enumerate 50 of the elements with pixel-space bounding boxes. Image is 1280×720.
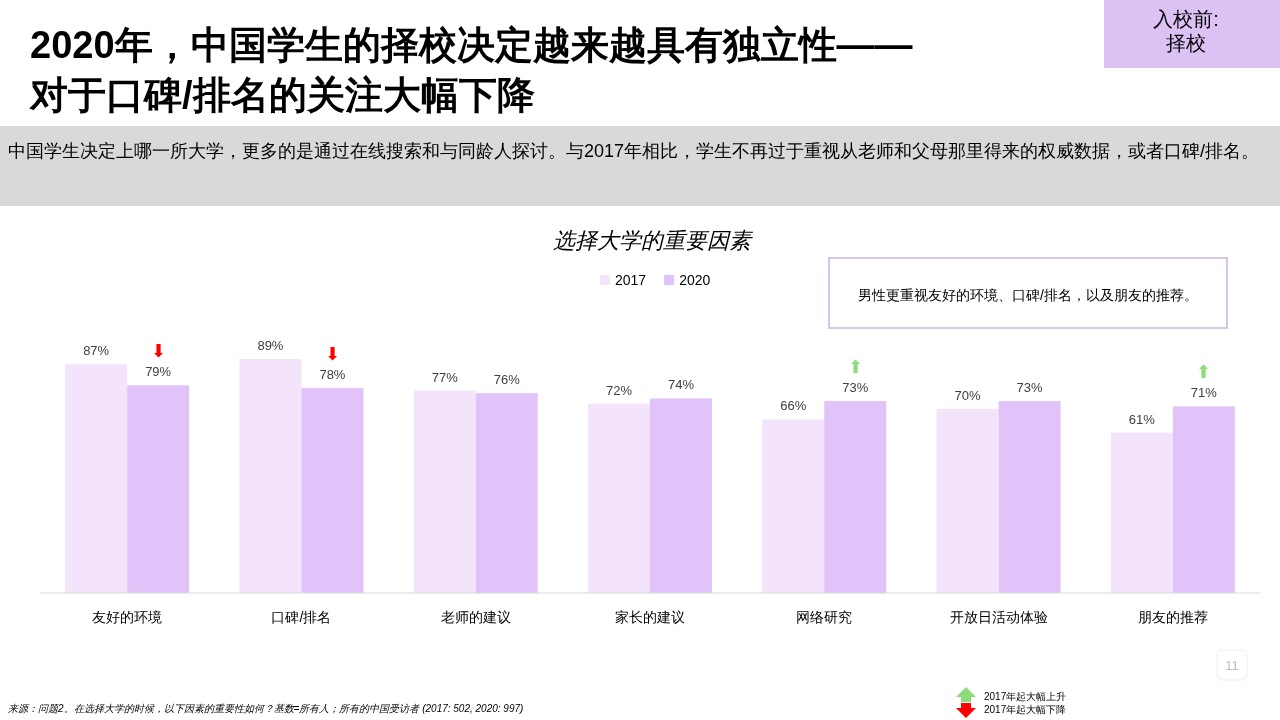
annotation: ⬇ <box>324 343 340 364</box>
annotation: ⬇ <box>150 341 166 362</box>
text: 2017年起大幅下降 <box>984 704 1067 715</box>
text: 选择大学的重要因素 <box>553 228 753 253</box>
data-label: 66% <box>780 398 807 414</box>
x-tick-label: 开放日活动体验 <box>949 609 1048 625</box>
annotation: ⬆ <box>1196 362 1212 383</box>
text: 2017年起大幅上升 <box>984 691 1067 702</box>
source-note: 来源：问题2。在选择大学的时候，以下因素的重要性如何？基数=所有人；所有的中国受访者 (2017: 502, 2020: 997) <box>8 703 524 714</box>
data-label: 73% <box>1016 380 1044 396</box>
data-label: 78% <box>319 366 346 382</box>
data-label: 70% <box>954 387 982 403</box>
bar <box>936 408 999 593</box>
bar <box>588 403 650 593</box>
x-tick-label: 家长的建议 <box>615 609 685 625</box>
bar <box>1110 432 1173 593</box>
data-label: 76% <box>493 372 521 388</box>
data-label: 71% <box>1190 385 1218 401</box>
data-label: 72% <box>605 382 633 398</box>
legend-label: 2017 <box>615 272 647 288</box>
bar <box>127 385 190 593</box>
bar <box>239 359 302 593</box>
x-tick-label: 朋友的推荐 <box>1137 609 1208 625</box>
bar <box>1172 406 1235 593</box>
bar <box>413 390 476 593</box>
data-label: 74% <box>667 377 695 393</box>
text: 入校前: 择校 <box>1153 8 1219 54</box>
chart-subtitle: 中国学生决定上哪一所大学，更多的是通过在线搜索和与同龄人探讨。与2017年相比，学生不再过于重视从老师和父母那里得来的权威数据，或者口碑/排名。 <box>8 140 1261 163</box>
data-label: 61% <box>1128 411 1156 427</box>
x-tick-label: 口碑/排名 <box>271 609 332 625</box>
x-tick-label: 网络研究 <box>796 609 853 625</box>
data-label: 89% <box>257 338 284 353</box>
bar <box>475 393 538 593</box>
bar <box>65 364 128 593</box>
annotation: ⬆ <box>847 357 863 378</box>
bar <box>650 398 712 593</box>
x-tick-label: 老师的建议 <box>440 609 511 625</box>
data-label: 87% <box>83 343 110 359</box>
x-tick-label: 友好的环境 <box>92 609 163 625</box>
text: 11 <box>1225 658 1239 673</box>
text: 男性更重视友好的环境、口碑/排名，以及朋友的推荐。 <box>858 287 1198 303</box>
bar <box>824 401 887 593</box>
bar <box>762 419 825 593</box>
bar <box>301 387 364 593</box>
data-label: 79% <box>145 364 172 380</box>
chart-title: 2020年，中国学生的择校决定越来越具有独立性—— 对于口碑/排名的关注大幅下降 <box>29 24 913 116</box>
legend-label: 2020 <box>679 272 711 288</box>
data-label: 77% <box>431 369 459 385</box>
bar <box>998 401 1061 593</box>
data-label: 73% <box>842 380 869 396</box>
